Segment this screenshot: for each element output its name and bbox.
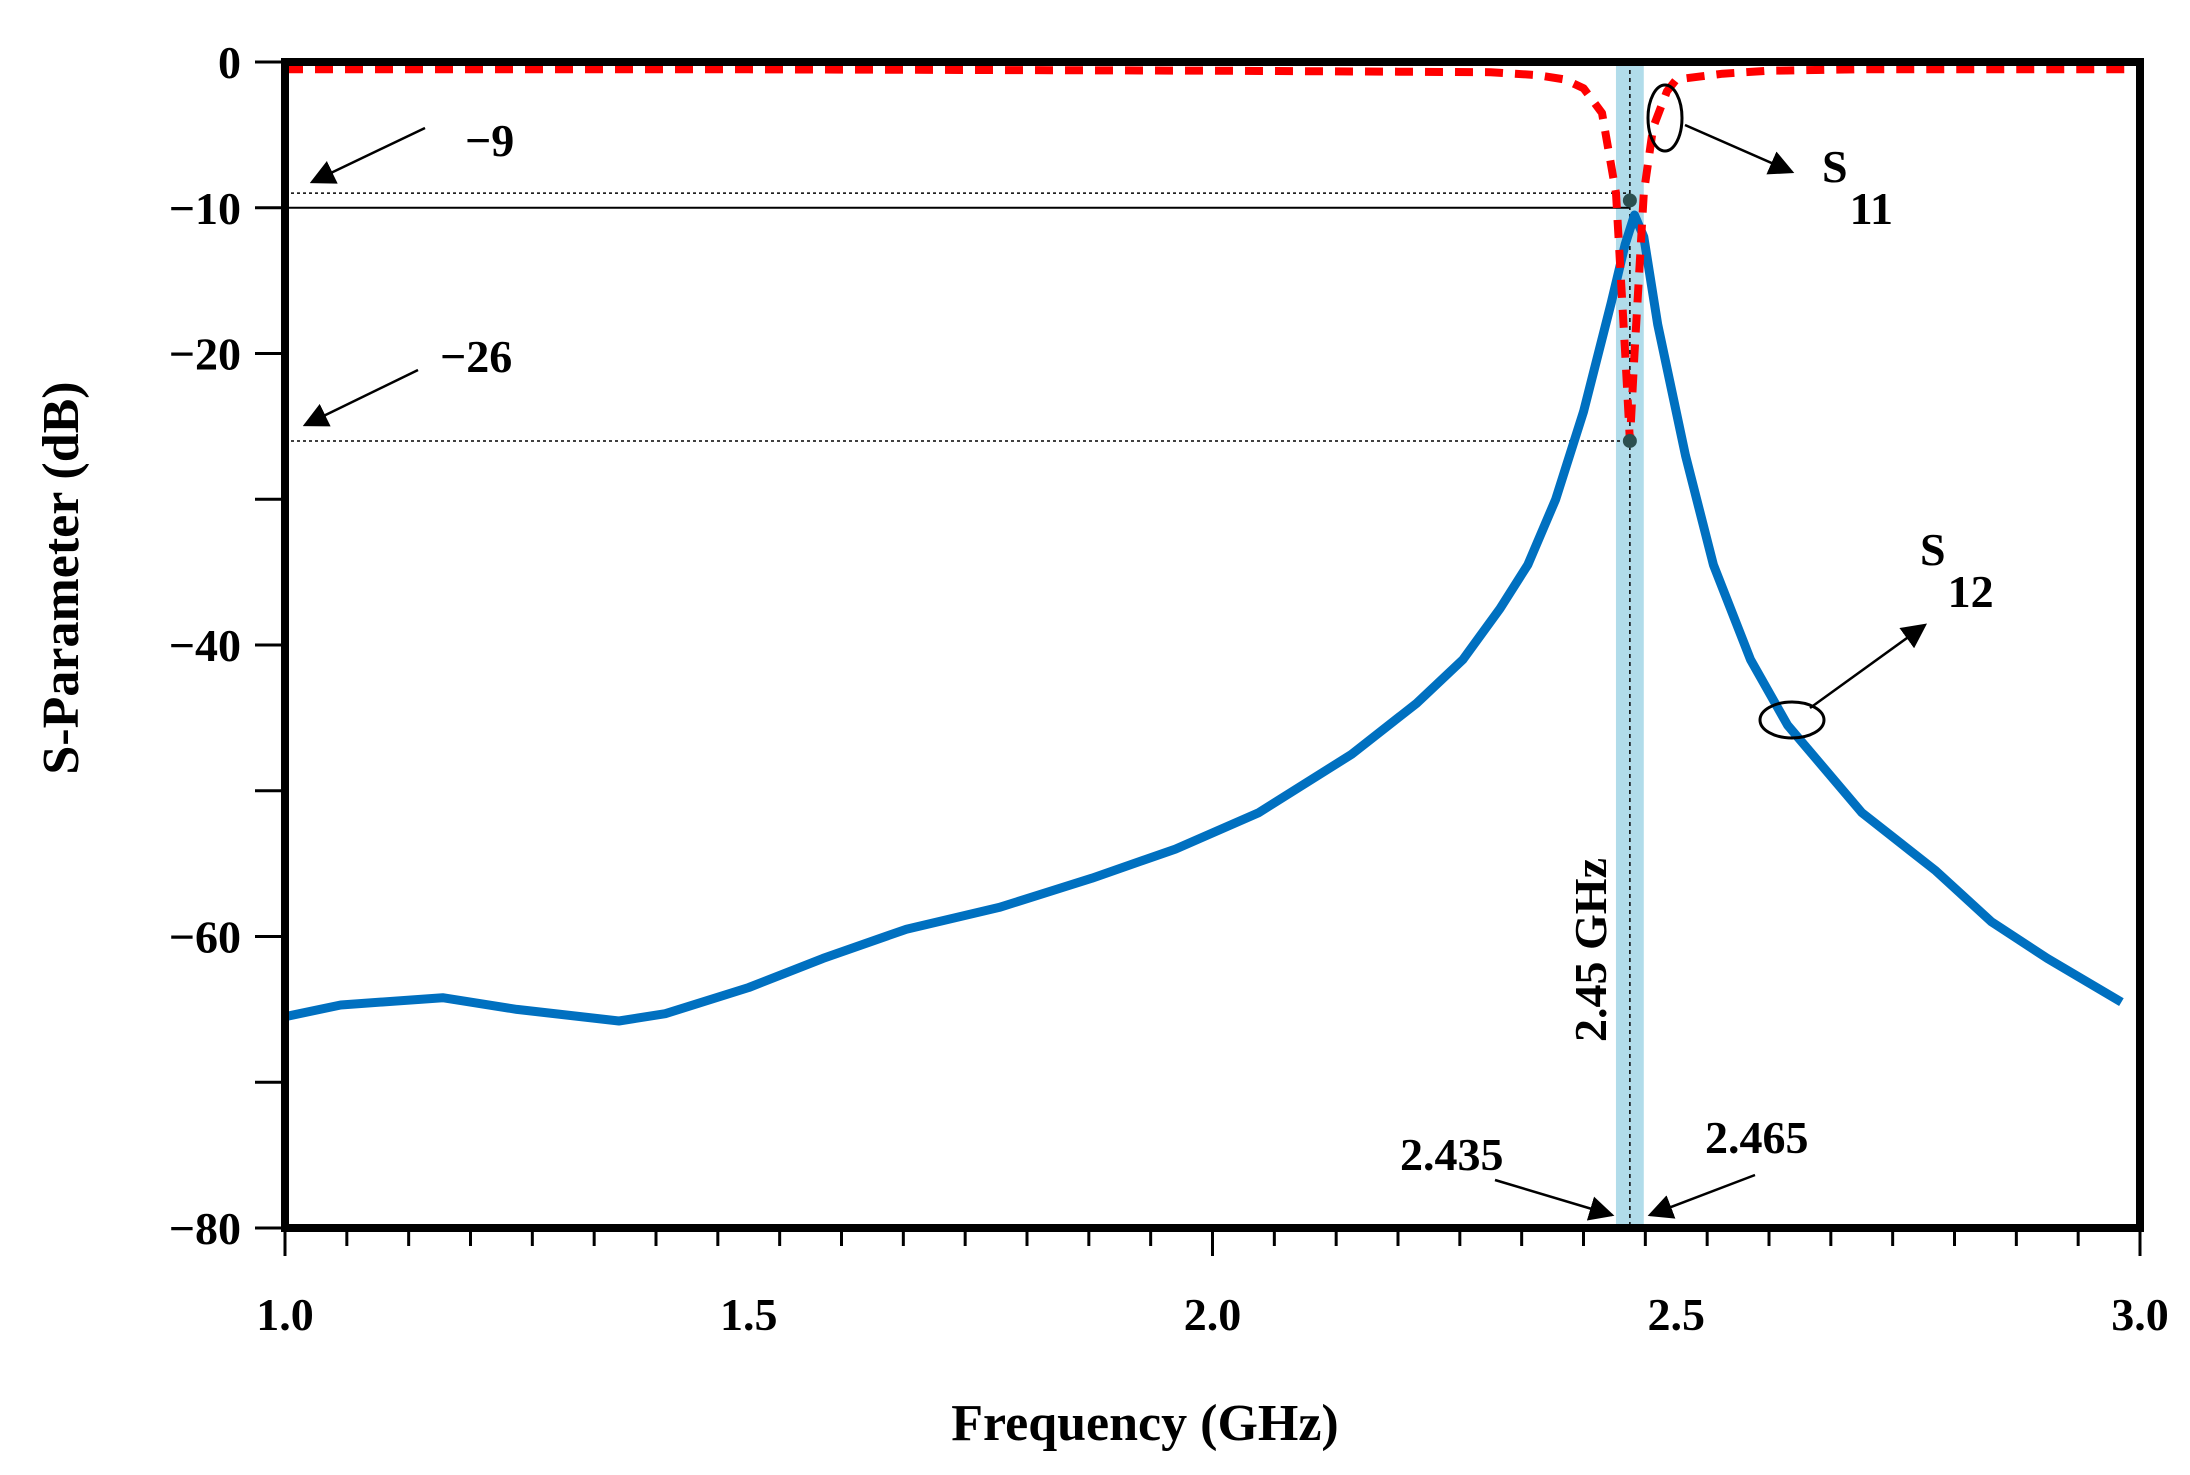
- reference-arrow-minus26: [302, 368, 419, 427]
- band-edge-arrow-right: [1647, 1173, 1756, 1219]
- band-edge-label-right: 2.465: [1705, 1112, 1809, 1163]
- s12-indicator-arrow: [1809, 623, 1928, 710]
- s12-label-main: S: [1920, 524, 1946, 575]
- reference-label-minus26: −26: [440, 331, 512, 382]
- y-axis-title: S-Parameter (dB): [33, 381, 90, 774]
- s11-indicator-arrow: [1684, 123, 1795, 175]
- s12-label-sub: 12: [1948, 566, 1994, 617]
- y-tick-label: −60: [169, 912, 241, 963]
- marker-point-1: [1622, 433, 1637, 448]
- y-tick-label: −80: [169, 1203, 241, 1254]
- s12-indicator-ellipse: [1758, 700, 1826, 740]
- y-tick-label: −40: [169, 620, 241, 671]
- y-tick-label: −20: [169, 329, 241, 380]
- s12-label: S12: [1920, 524, 1994, 617]
- y-axis-ticks: 0 −10 −20 −40 −60 −80: [169, 37, 285, 1254]
- x-tick-label: 2.0: [1184, 1289, 1242, 1340]
- y-tick-label: −10: [169, 183, 241, 234]
- band-edge-label-left: 2.435: [1400, 1129, 1504, 1180]
- s11-indicator-ellipse: [1646, 83, 1684, 153]
- s12-line: [284, 210, 2124, 1026]
- reference-lines: [285, 192, 1630, 442]
- reference-label-minus9: −9: [465, 115, 514, 166]
- s11-line: [285, 65, 2140, 445]
- s11-label: S11: [1822, 141, 1893, 234]
- s11-label-sub: 11: [1850, 183, 1893, 234]
- plot-frame: [281, 58, 2144, 1232]
- band-edge-arrow-left: [1494, 1178, 1615, 1221]
- x-axis-title: Frequency (GHz): [951, 1395, 1339, 1452]
- reference-arrow-minus9: [309, 126, 426, 184]
- marker-point-0: [1622, 193, 1637, 208]
- x-tick-label: 1.0: [256, 1289, 314, 1340]
- x-tick-label: 2.5: [1648, 1289, 1706, 1340]
- center-frequency-label: 2.45 GHz: [1565, 858, 1616, 1042]
- x-tick-label: 3.0: [2111, 1289, 2169, 1340]
- markers: [1622, 193, 1637, 448]
- y-tick-label: 0: [218, 37, 241, 88]
- s11-label-main: S: [1822, 141, 1848, 192]
- x-axis-ticks: 1.0 1.5 2.0 2.5 3.0: [256, 1228, 2169, 1340]
- x-tick-label: 1.5: [720, 1289, 778, 1340]
